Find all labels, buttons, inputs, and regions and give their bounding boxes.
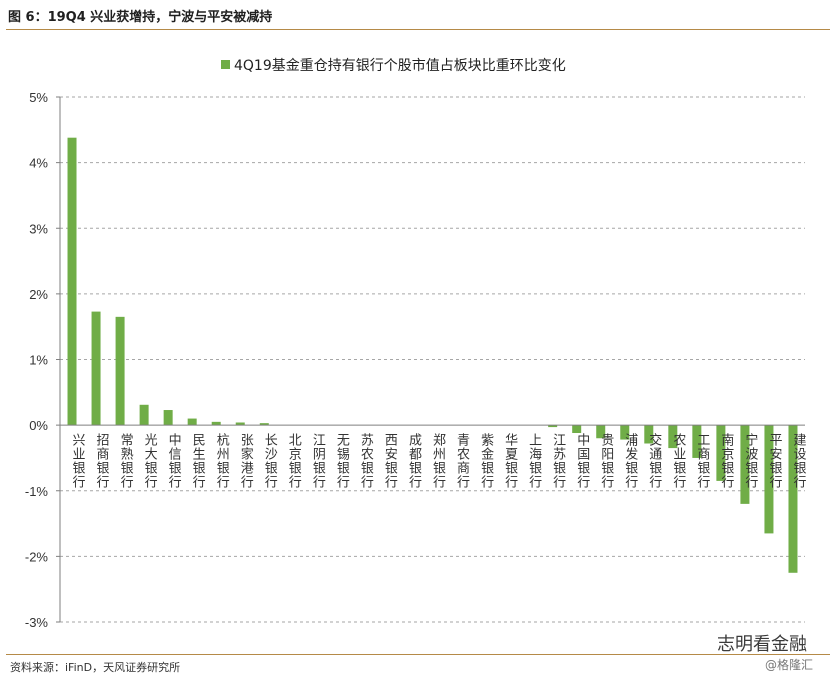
x-tick-label: 华夏银行 xyxy=(502,433,518,489)
x-tick-label: 中信银行 xyxy=(166,433,182,489)
bar xyxy=(596,425,606,439)
x-tick-label: 光大银行 xyxy=(142,433,158,489)
x-tick-label: 民生银行 xyxy=(190,433,206,489)
x-tick-label: 常熟银行 xyxy=(118,433,134,489)
x-tick-label: 西安银行 xyxy=(382,433,398,489)
y-tick-label: -1% xyxy=(25,484,49,499)
x-tick-label: 北京银行 xyxy=(286,433,302,489)
bar xyxy=(67,137,77,426)
x-tick-label: 无锡银行 xyxy=(334,433,350,489)
bar xyxy=(740,425,750,504)
bar xyxy=(187,418,197,426)
bar xyxy=(163,410,173,426)
y-tick-label: -2% xyxy=(25,549,49,564)
x-tick-label: 宁波银行 xyxy=(742,433,758,490)
y-tick-label: -3% xyxy=(25,615,49,630)
bar xyxy=(548,425,558,428)
bar xyxy=(644,425,654,444)
watermark: 志明看金融 xyxy=(717,634,807,655)
x-tick-label: 农业银行 xyxy=(670,433,686,489)
bar xyxy=(91,311,101,426)
x-tick-label: 兴业银行 xyxy=(70,433,86,489)
legend-swatch xyxy=(221,60,230,69)
x-tick-label: 建设银行 xyxy=(790,433,806,489)
bar xyxy=(668,425,678,449)
x-tick-label: 平安银行 xyxy=(766,433,782,489)
bar xyxy=(259,423,269,426)
y-tick-label: 3% xyxy=(29,221,48,236)
y-tick-label: 4% xyxy=(29,156,48,171)
x-tick-label: 工商银行 xyxy=(694,433,710,489)
bar xyxy=(211,421,221,426)
x-tick-label: 紫金银行 xyxy=(478,433,494,489)
x-tick-label: 成都银行 xyxy=(406,433,422,489)
x-tick-label: 交通银行 xyxy=(646,433,662,490)
bar xyxy=(716,425,726,481)
x-tick-label: 上海银行 xyxy=(526,433,542,489)
x-tick-label: 江阴银行 xyxy=(310,433,326,489)
bar xyxy=(139,404,149,426)
y-tick-label: 1% xyxy=(29,353,48,368)
x-tick-label: 苏农银行 xyxy=(358,433,374,490)
bar xyxy=(115,316,125,426)
x-tick-label: 贵阳银行 xyxy=(598,433,614,489)
y-tick-label: 5% xyxy=(29,90,48,105)
x-tick-label: 郑州银行 xyxy=(430,433,446,489)
x-tick-label: 招商银行 xyxy=(94,433,110,489)
x-tick-label: 杭州银行 xyxy=(214,433,230,489)
x-tick-label: 中国银行 xyxy=(574,433,590,489)
x-tick-label: 青农商行 xyxy=(454,433,470,489)
bar xyxy=(235,422,245,426)
watermark-sub: @格隆汇 xyxy=(764,658,813,672)
bar xyxy=(572,425,582,433)
x-tick-label: 张家港行 xyxy=(238,433,254,489)
bottom-divider xyxy=(6,654,830,655)
x-tick-label: 长沙银行 xyxy=(262,433,278,489)
y-tick-label: 2% xyxy=(29,287,48,302)
x-tick-label: 浦发银行 xyxy=(622,433,638,489)
bar xyxy=(620,425,630,440)
legend-label: 4Q19基金重仓持有银行个股市值占板块比重环比变化 xyxy=(234,57,566,74)
bar xyxy=(788,425,798,573)
x-tick-label: 江苏银行 xyxy=(550,433,566,489)
bar xyxy=(764,425,774,534)
figure-title: 图 6：19Q4 兴业获增持，宁波与平安被减持 xyxy=(8,10,273,25)
y-tick-label: 0% xyxy=(29,418,48,433)
x-tick-label: 南京银行 xyxy=(718,433,734,490)
source-note: 资料来源：iFinD，天风证券研究所 xyxy=(10,661,181,674)
bar xyxy=(692,425,702,458)
top-divider xyxy=(6,29,830,30)
